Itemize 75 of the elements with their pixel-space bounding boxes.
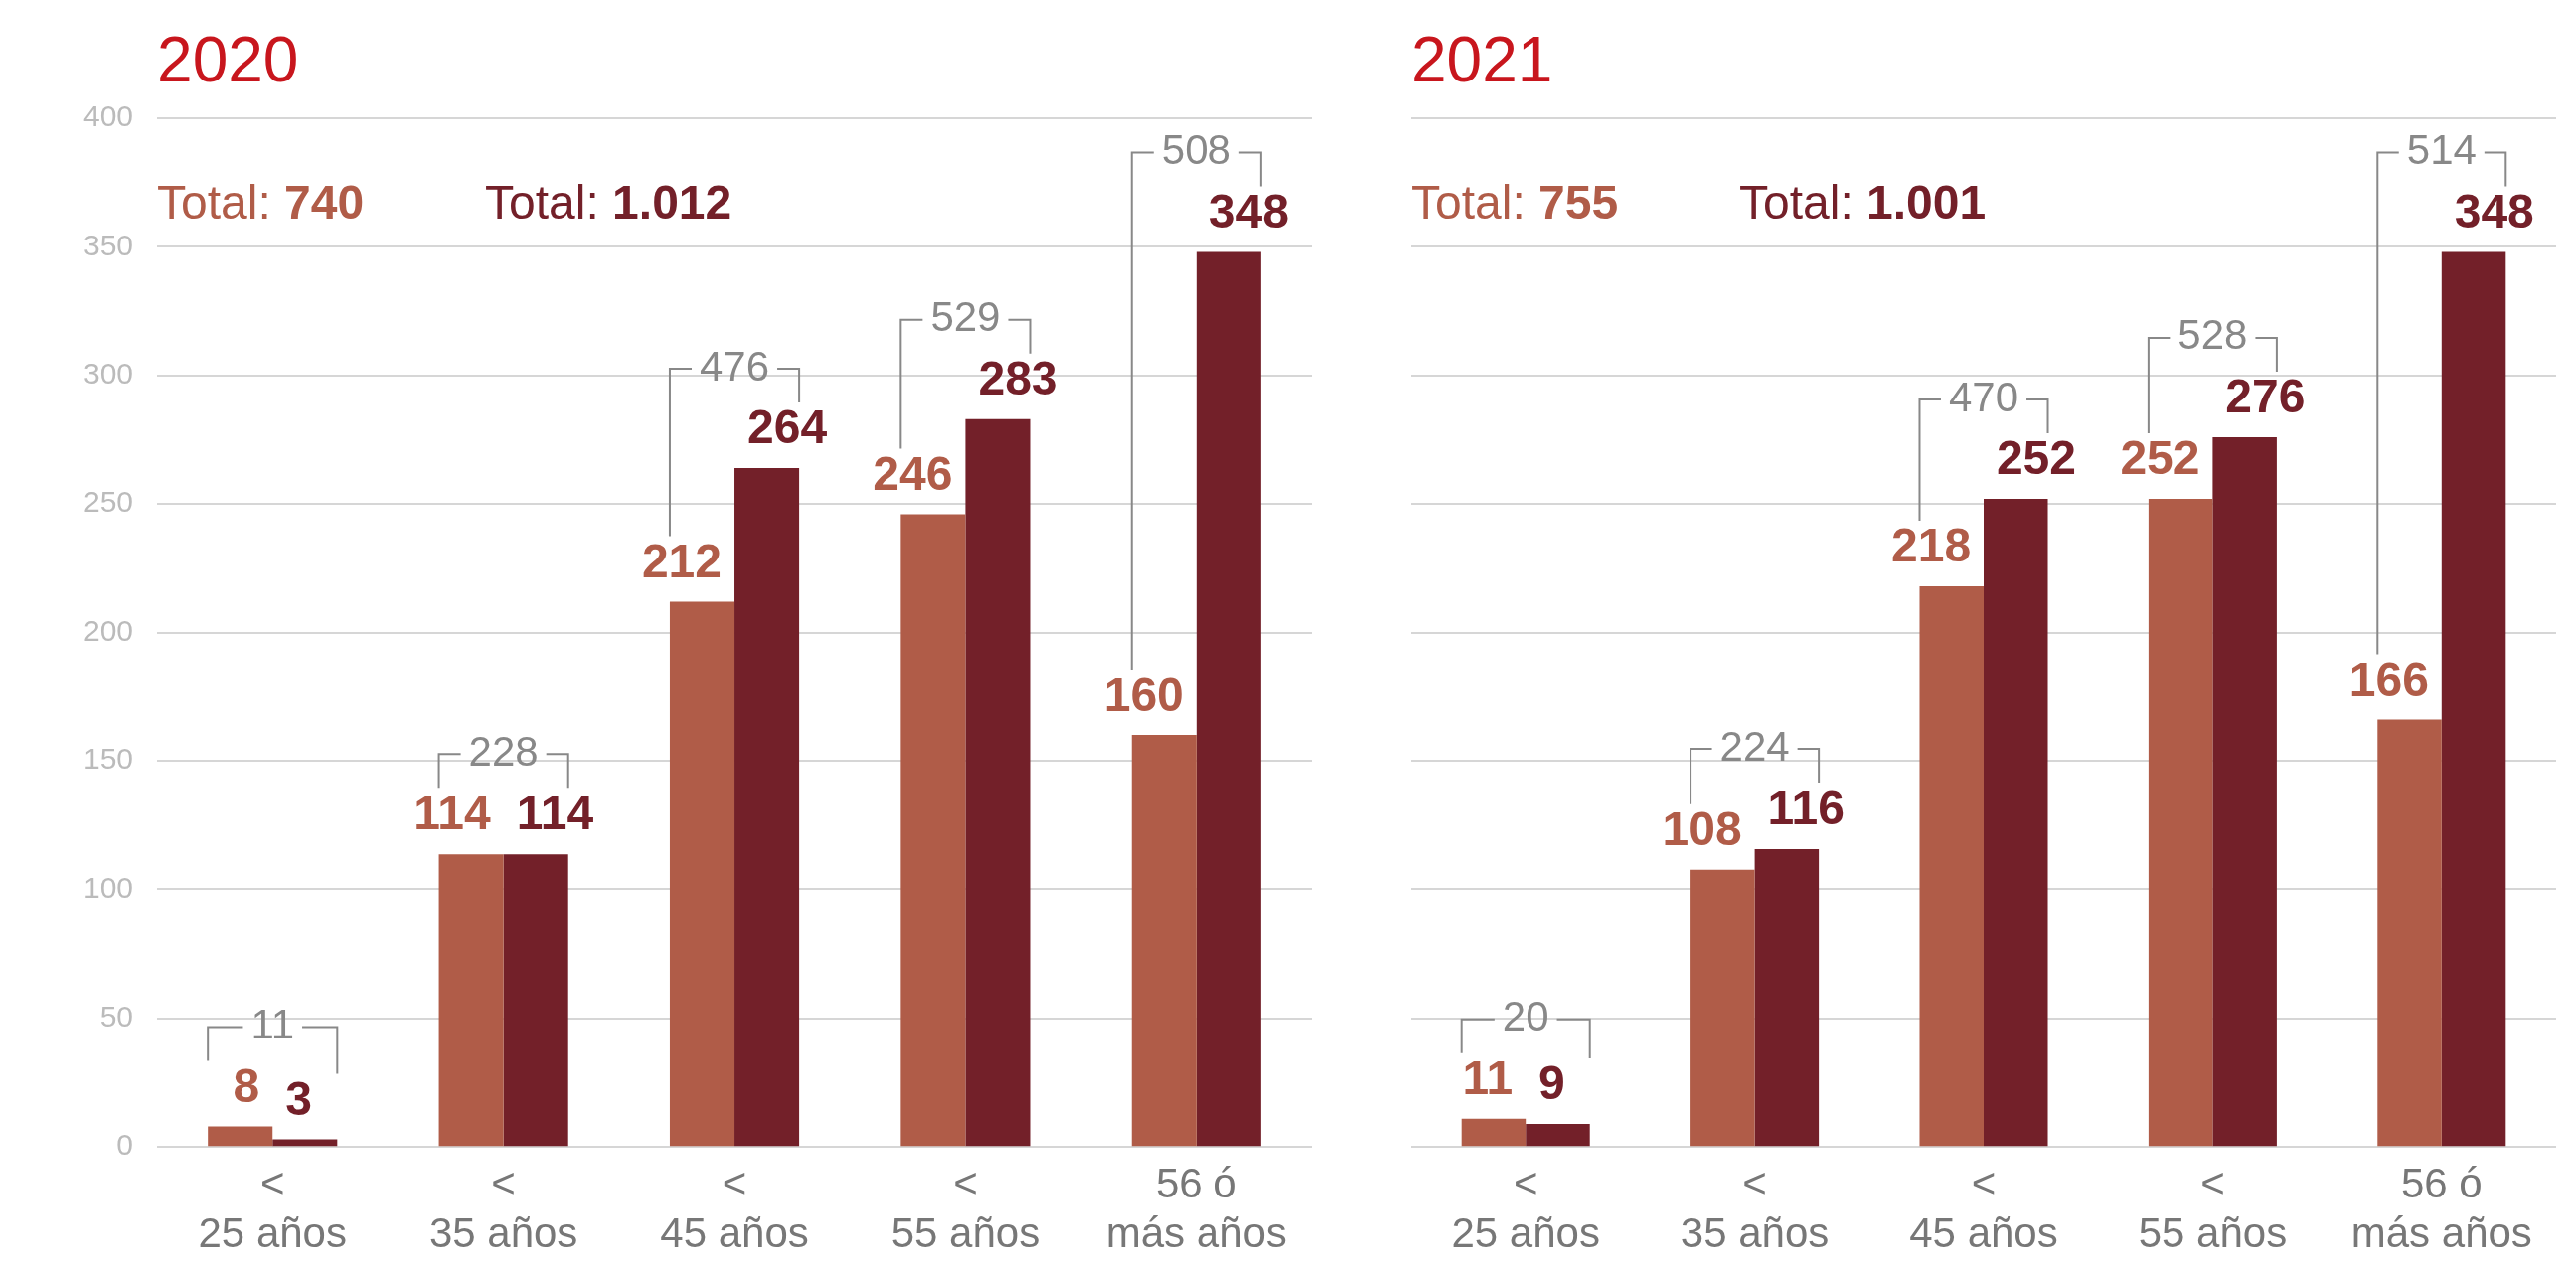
y-tick-label: 350 (82, 228, 134, 261)
bar (2212, 436, 2277, 1147)
bar (1919, 586, 1984, 1147)
data-label: 166 (2348, 652, 2429, 706)
x-tick-label: 56 ó más años (1105, 1159, 1287, 1257)
bar (1754, 848, 1820, 1147)
annotation: 20 (1502, 993, 1549, 1040)
bar (503, 854, 568, 1147)
bar (1196, 251, 1261, 1147)
data-label: 348 (2454, 184, 2534, 238)
y-tick-label: 200 (82, 613, 134, 647)
x-tick-label: 56 ó más años (2350, 1159, 2532, 1257)
bar (1984, 499, 2048, 1147)
data-label: 9 (1538, 1056, 1565, 1110)
data-label: 283 (978, 352, 1058, 405)
bar (1526, 1123, 1590, 1147)
bar (734, 467, 800, 1147)
bar (1461, 1118, 1527, 1147)
y-tick-label: 300 (82, 357, 134, 391)
x-tick-label: < 55 años (2138, 1159, 2288, 1257)
annotation: 529 (930, 293, 1001, 341)
data-label: 212 (641, 534, 723, 587)
data-label: 114 (413, 786, 491, 840)
annotation: Total: 740 (157, 176, 365, 230)
bar (900, 514, 966, 1147)
annotation: 224 (1719, 722, 1790, 770)
data-label: 218 (1891, 519, 1972, 572)
annotation: 508 (1161, 126, 1231, 174)
bar (438, 854, 504, 1147)
y-tick-label: 0 (116, 1128, 134, 1162)
bar (2441, 251, 2506, 1147)
bar (208, 1126, 273, 1147)
data-label: 348 (1208, 184, 1289, 238)
data-label: 252 (1996, 431, 2076, 485)
x-tick-label: < 25 años (198, 1159, 347, 1257)
y-tick-label: 250 (82, 485, 134, 519)
y-tick-label: 150 (82, 742, 134, 776)
annotation: 476 (699, 342, 770, 390)
data-label: 8 (233, 1058, 260, 1112)
chart-title: 2021 (1411, 24, 1553, 95)
x-tick-label: < 45 años (1909, 1159, 2058, 1257)
bar (272, 1139, 338, 1147)
y-tick-label: 50 (99, 1000, 134, 1034)
x-tick-label: < 55 años (890, 1159, 1041, 1257)
data-label: 116 (1767, 781, 1845, 835)
x-tick-label: < 35 años (1680, 1159, 1830, 1257)
annotation: 514 (2406, 126, 2477, 174)
data-label: 11 (1462, 1050, 1514, 1104)
data-label: 3 (285, 1071, 312, 1125)
chart-title: 2020 (157, 24, 299, 95)
data-label: 276 (2225, 370, 2306, 423)
bar (2148, 499, 2213, 1147)
x-tick-label: < 35 años (428, 1159, 578, 1257)
annotation: Total: 755 (1411, 176, 1619, 230)
data-label: 160 (1103, 668, 1184, 721)
annotation: 470 (1948, 373, 2019, 420)
annotation: 11 (250, 1001, 295, 1048)
annotation: 528 (2177, 311, 2248, 359)
annotation: Total: 1.001 (1739, 176, 1987, 230)
data-label: 108 (1662, 801, 1742, 855)
annotation: 228 (468, 727, 539, 775)
data-label: 246 (873, 446, 953, 500)
y-tick-label: 400 (82, 99, 134, 133)
x-tick-label: < 45 años (660, 1159, 809, 1257)
bar (1131, 735, 1197, 1147)
annotation: Total: 1.012 (485, 176, 732, 230)
y-tick-label: 100 (82, 871, 134, 904)
bar (1690, 869, 1755, 1147)
x-tick-label: < 25 años (1451, 1159, 1600, 1257)
bar (965, 418, 1031, 1147)
data-label: 252 (2120, 431, 2200, 485)
bar (2377, 719, 2442, 1147)
bar (669, 601, 735, 1147)
data-label: 114 (516, 786, 594, 840)
data-label: 264 (747, 400, 828, 454)
